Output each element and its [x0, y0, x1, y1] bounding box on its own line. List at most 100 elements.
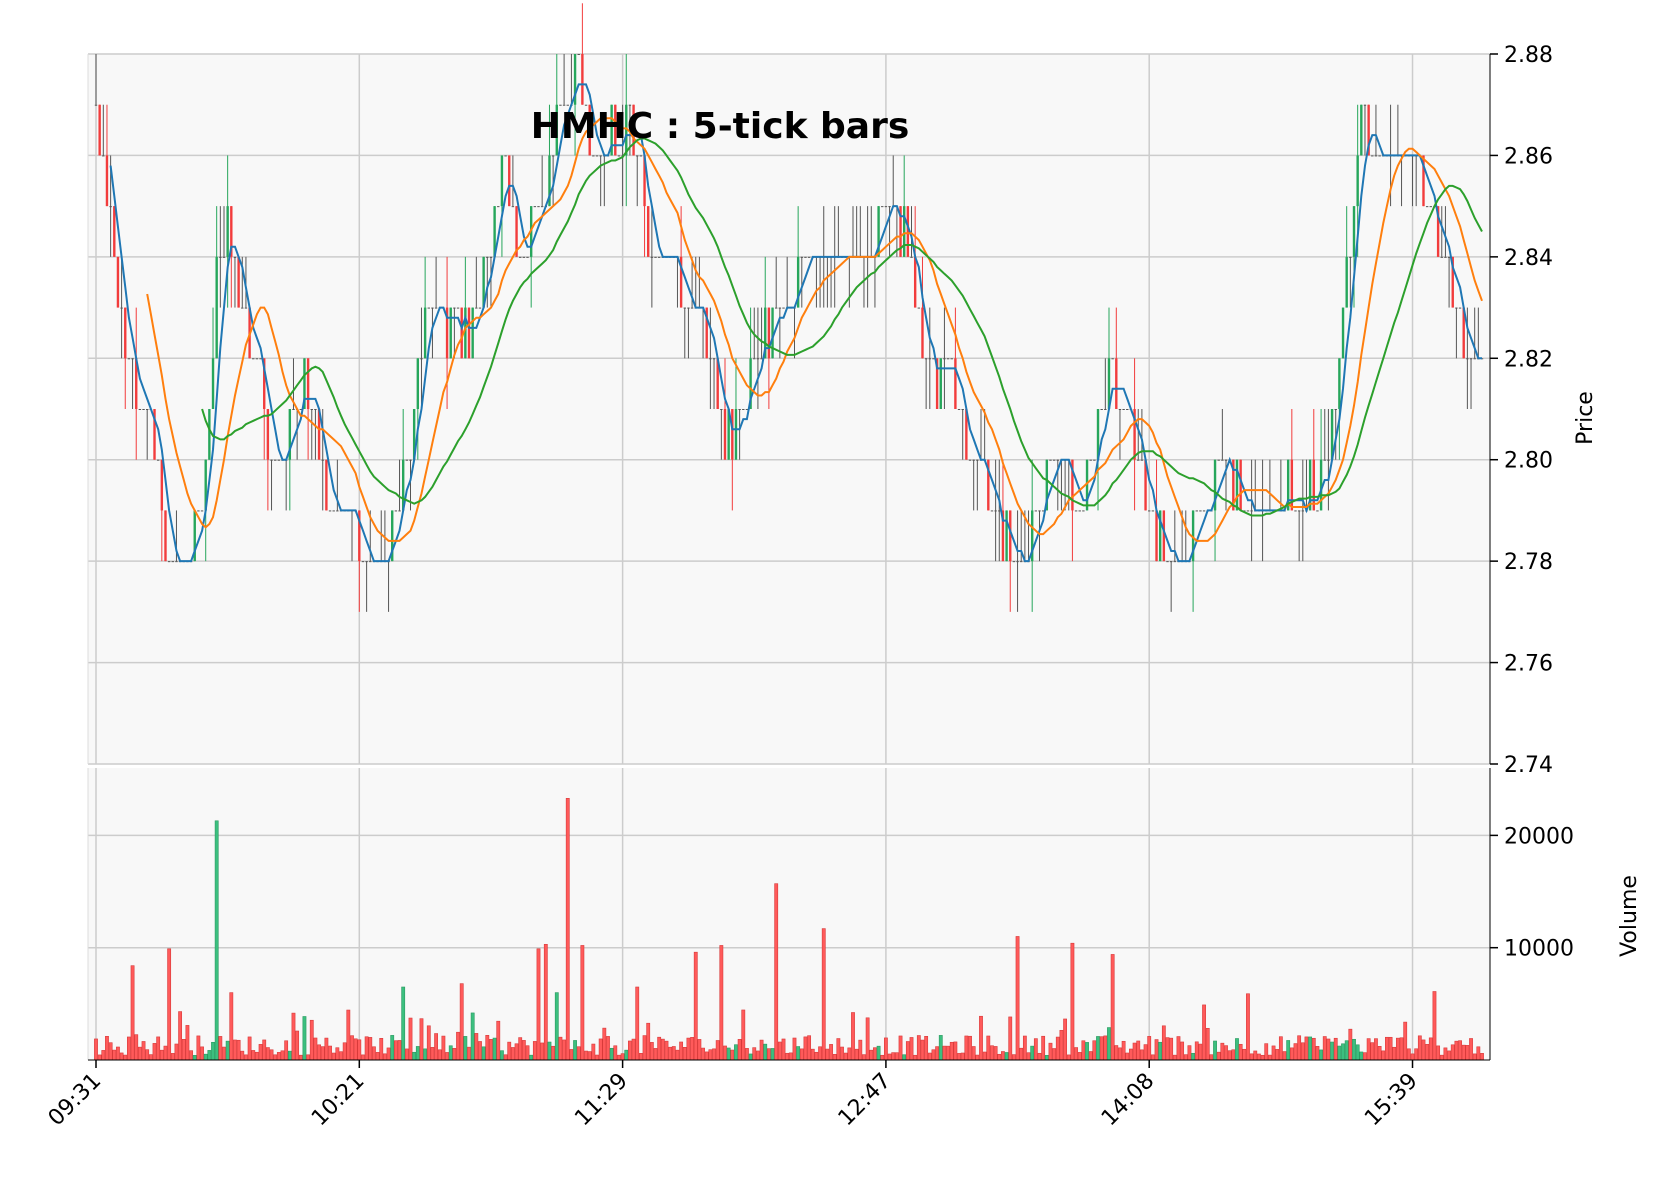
candle-body-103	[471, 307, 474, 359]
volume-bar-350	[1374, 1038, 1378, 1061]
candle-body-237	[961, 409, 964, 410]
candle-body-178	[745, 409, 749, 410]
volume-bar-63	[324, 1037, 329, 1061]
volume-bar-223	[909, 1037, 914, 1061]
volume-bar-282	[1125, 1052, 1130, 1061]
candle-body-335	[1319, 459, 1323, 511]
volume-bar-232	[942, 1045, 947, 1061]
volume-bar-230	[935, 1046, 940, 1061]
volume-bar-27	[192, 1055, 197, 1061]
volume-bar-190	[788, 1052, 793, 1061]
volume-bar-73	[361, 1054, 365, 1061]
ma-line-30	[201, 137, 1483, 517]
volume-bar-126	[554, 992, 559, 1061]
volume-bar-255	[1026, 1052, 1031, 1061]
candle-body-179	[749, 358, 752, 409]
volume-bar-352	[1381, 1050, 1386, 1061]
candle-body-27	[193, 510, 196, 562]
candle-body-225	[917, 307, 921, 309]
candle-body-332	[1308, 459, 1312, 511]
volume-bar-59	[309, 1019, 314, 1061]
volume-bar-376	[1469, 1038, 1473, 1061]
candle-body-116	[519, 256, 522, 258]
volume-bar-263	[1055, 1036, 1060, 1061]
volume-bar-311	[1231, 1049, 1236, 1061]
candle-body-99	[456, 307, 460, 309]
volume-bar-19	[163, 1045, 168, 1061]
volume-bar-145	[624, 1049, 629, 1061]
x-tick-label-0: 09:31	[44, 1069, 107, 1132]
volume-bar-163	[690, 1037, 694, 1061]
candle-body-54	[292, 409, 295, 410]
volume-bar-333	[1311, 1037, 1316, 1061]
volume-bar-277	[1107, 1027, 1111, 1061]
candle-body-121	[537, 206, 540, 208]
candle-body-251	[1012, 561, 1016, 563]
volume-bar-360	[1410, 1053, 1415, 1061]
volume-bar-305	[1209, 1054, 1214, 1061]
volume-bar-262	[1052, 1048, 1057, 1061]
candle-body-345	[1356, 155, 1359, 207]
volume-bar-5	[112, 1049, 117, 1061]
volume-bar-108	[489, 1039, 493, 1061]
candle-body-235	[954, 358, 957, 409]
candle-body-315	[1246, 510, 1250, 512]
volume-bar-276	[1103, 1035, 1108, 1061]
candle-body-93	[434, 307, 438, 309]
candle-body-284	[1133, 409, 1136, 460]
volume-bar-296	[1176, 1036, 1181, 1061]
candle-body-269	[1078, 510, 1081, 512]
volume-bar-205	[843, 1052, 848, 1061]
volume-bar-154	[657, 1036, 662, 1061]
volume-bar-221	[902, 1054, 907, 1061]
volume-bar-140	[606, 1036, 610, 1061]
volume-bar-55	[295, 1030, 300, 1061]
candle-body-107	[486, 256, 489, 258]
candle-body-32	[211, 358, 215, 409]
candle-body-171	[720, 409, 723, 410]
candle-body-306	[1213, 459, 1217, 511]
volume-bar-3	[105, 1036, 109, 1061]
volume-bar-114	[510, 1047, 515, 1061]
candle-body-151	[647, 206, 650, 257]
candle-body-344	[1352, 206, 1356, 257]
volume-bar-71	[353, 1038, 358, 1061]
volume-bar-50	[276, 1052, 281, 1061]
candle-body-347	[1363, 104, 1367, 106]
candle-body-146	[628, 104, 632, 106]
volume-bar-123	[543, 944, 548, 1061]
volume-bar-152	[649, 1042, 654, 1061]
volume-bar-359	[1406, 1048, 1411, 1061]
candle-body-289	[1151, 510, 1155, 512]
candle-body-154	[657, 256, 661, 258]
volume-tick-label-0: 10000	[1504, 937, 1574, 962]
volume-bar-14	[145, 1049, 150, 1061]
volume-bar-222	[905, 1041, 910, 1061]
volume-bar-97	[448, 1045, 453, 1061]
volume-bar-216	[884, 1037, 888, 1061]
candle-body-109	[493, 206, 496, 257]
volume-bar-237	[960, 1052, 965, 1061]
candle-body-291	[1158, 510, 1162, 562]
candle-body-234	[950, 358, 953, 360]
candle-body-256	[1030, 510, 1034, 562]
volume-bar-101	[463, 1036, 468, 1061]
volume-bar-113	[507, 1041, 512, 1061]
volume-bar-270	[1081, 1040, 1086, 1061]
volume-bar-361	[1414, 1048, 1419, 1061]
volume-bar-4	[108, 1042, 113, 1061]
volume-bar-184	[766, 1048, 771, 1061]
volume-bar-207	[851, 1012, 855, 1061]
price-tick-label-3: 2.80	[1504, 449, 1553, 474]
volume-bar-157	[668, 1046, 673, 1061]
volume-bar-347	[1363, 1052, 1367, 1061]
volume-bar-1	[97, 1054, 102, 1061]
volume-bar-320	[1264, 1043, 1269, 1061]
volume-bar-248	[1001, 1051, 1005, 1061]
candle-body-364	[1425, 206, 1429, 208]
candle-body-194	[804, 256, 807, 258]
candle-body-342	[1345, 256, 1348, 308]
volume-bar-278	[1110, 954, 1115, 1061]
x-tick-label-5: 15:39	[1360, 1069, 1423, 1132]
candle-body-286	[1140, 459, 1144, 461]
